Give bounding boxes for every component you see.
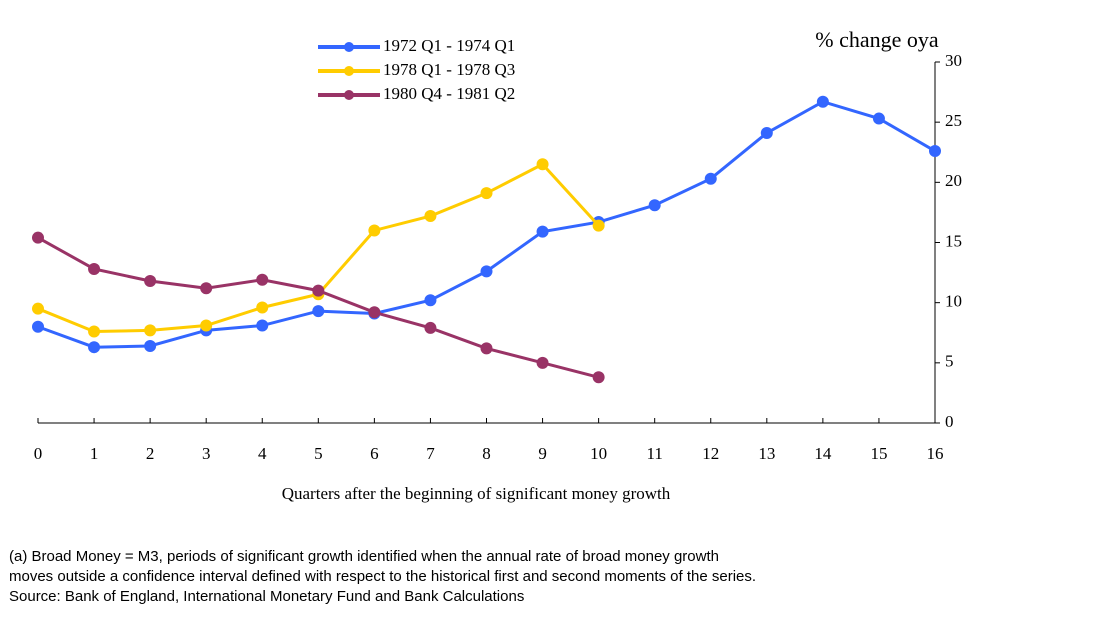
series-marker [32,231,44,244]
y-tick-label: 10 [945,292,962,311]
series-marker [256,301,269,314]
y-tick-label: 0 [945,412,954,431]
series-marker [760,126,773,139]
x-tick-label: 11 [647,444,663,463]
y-tick-label: 20 [945,171,962,190]
x-tick-label: 16 [927,444,944,463]
series-marker [144,324,157,337]
series-marker [536,225,549,238]
x-tick-label: 7 [426,444,435,463]
x-tick-label: 0 [34,444,43,463]
series-marker [592,371,605,384]
series-marker [816,95,829,108]
series-marker [256,273,269,286]
series-marker [88,262,101,275]
series-marker [256,319,269,332]
x-tick-label: 5 [314,444,323,463]
legend-label: 1978 Q1 - 1978 Q3 [383,60,515,79]
series-marker [592,219,605,232]
y-tick-label: 25 [945,111,962,130]
x-tick-label: 12 [702,444,719,463]
series-marker [368,306,381,319]
x-axis-label: Quarters after the beginning of signific… [282,484,671,503]
footnote: Source: Bank of England, International M… [9,588,524,605]
series-marker [424,210,437,223]
series-marker [424,294,437,307]
series-marker [88,341,101,354]
y-tick-label: 15 [945,231,962,250]
series-line [37,100,936,349]
legend-label: 1972 Q1 - 1974 Q1 [383,36,515,55]
legend-marker [344,66,354,76]
x-tick-label: 1 [90,444,99,463]
x-tick-label: 4 [258,444,267,463]
series-marker [312,305,325,318]
x-tick-label: 3 [202,444,211,463]
series-marker [88,325,101,338]
series-marker [32,302,44,315]
y-axis-label: % change oya [815,27,939,52]
x-tick-label: 10 [590,444,607,463]
series-marker [144,339,157,352]
footnote: (a) Broad Money = M3, periods of signifi… [9,548,719,565]
y-tick-label: 30 [945,51,962,70]
series-marker [704,172,717,185]
x-tick-label: 14 [814,444,832,463]
series-marker [144,275,157,288]
series-marker [480,265,493,278]
x-tick-label: 8 [482,444,491,463]
series-marker [312,284,325,297]
legend-marker [344,42,354,52]
series-marker [424,321,437,334]
series-marker [200,282,213,295]
series-marker [536,158,549,171]
series-marker [368,224,381,237]
x-tick-label: 13 [758,444,775,463]
y-tick-label: 5 [945,352,954,371]
series-marker [200,319,213,332]
x-tick-label: 2 [146,444,155,463]
series-marker [480,342,493,355]
series-marker [480,187,493,200]
series-marker [536,356,549,369]
x-tick-label: 15 [870,444,887,463]
series-marker [32,320,44,333]
legend-marker [344,90,354,100]
series-marker [929,145,941,158]
x-tick-label: 9 [538,444,547,463]
legend-label: 1980 Q4 - 1981 Q2 [383,84,515,103]
series-marker [872,112,885,125]
x-tick-label: 6 [370,444,379,463]
series-marker [648,199,661,212]
footnote: moves outside a confidence interval defi… [9,568,756,585]
